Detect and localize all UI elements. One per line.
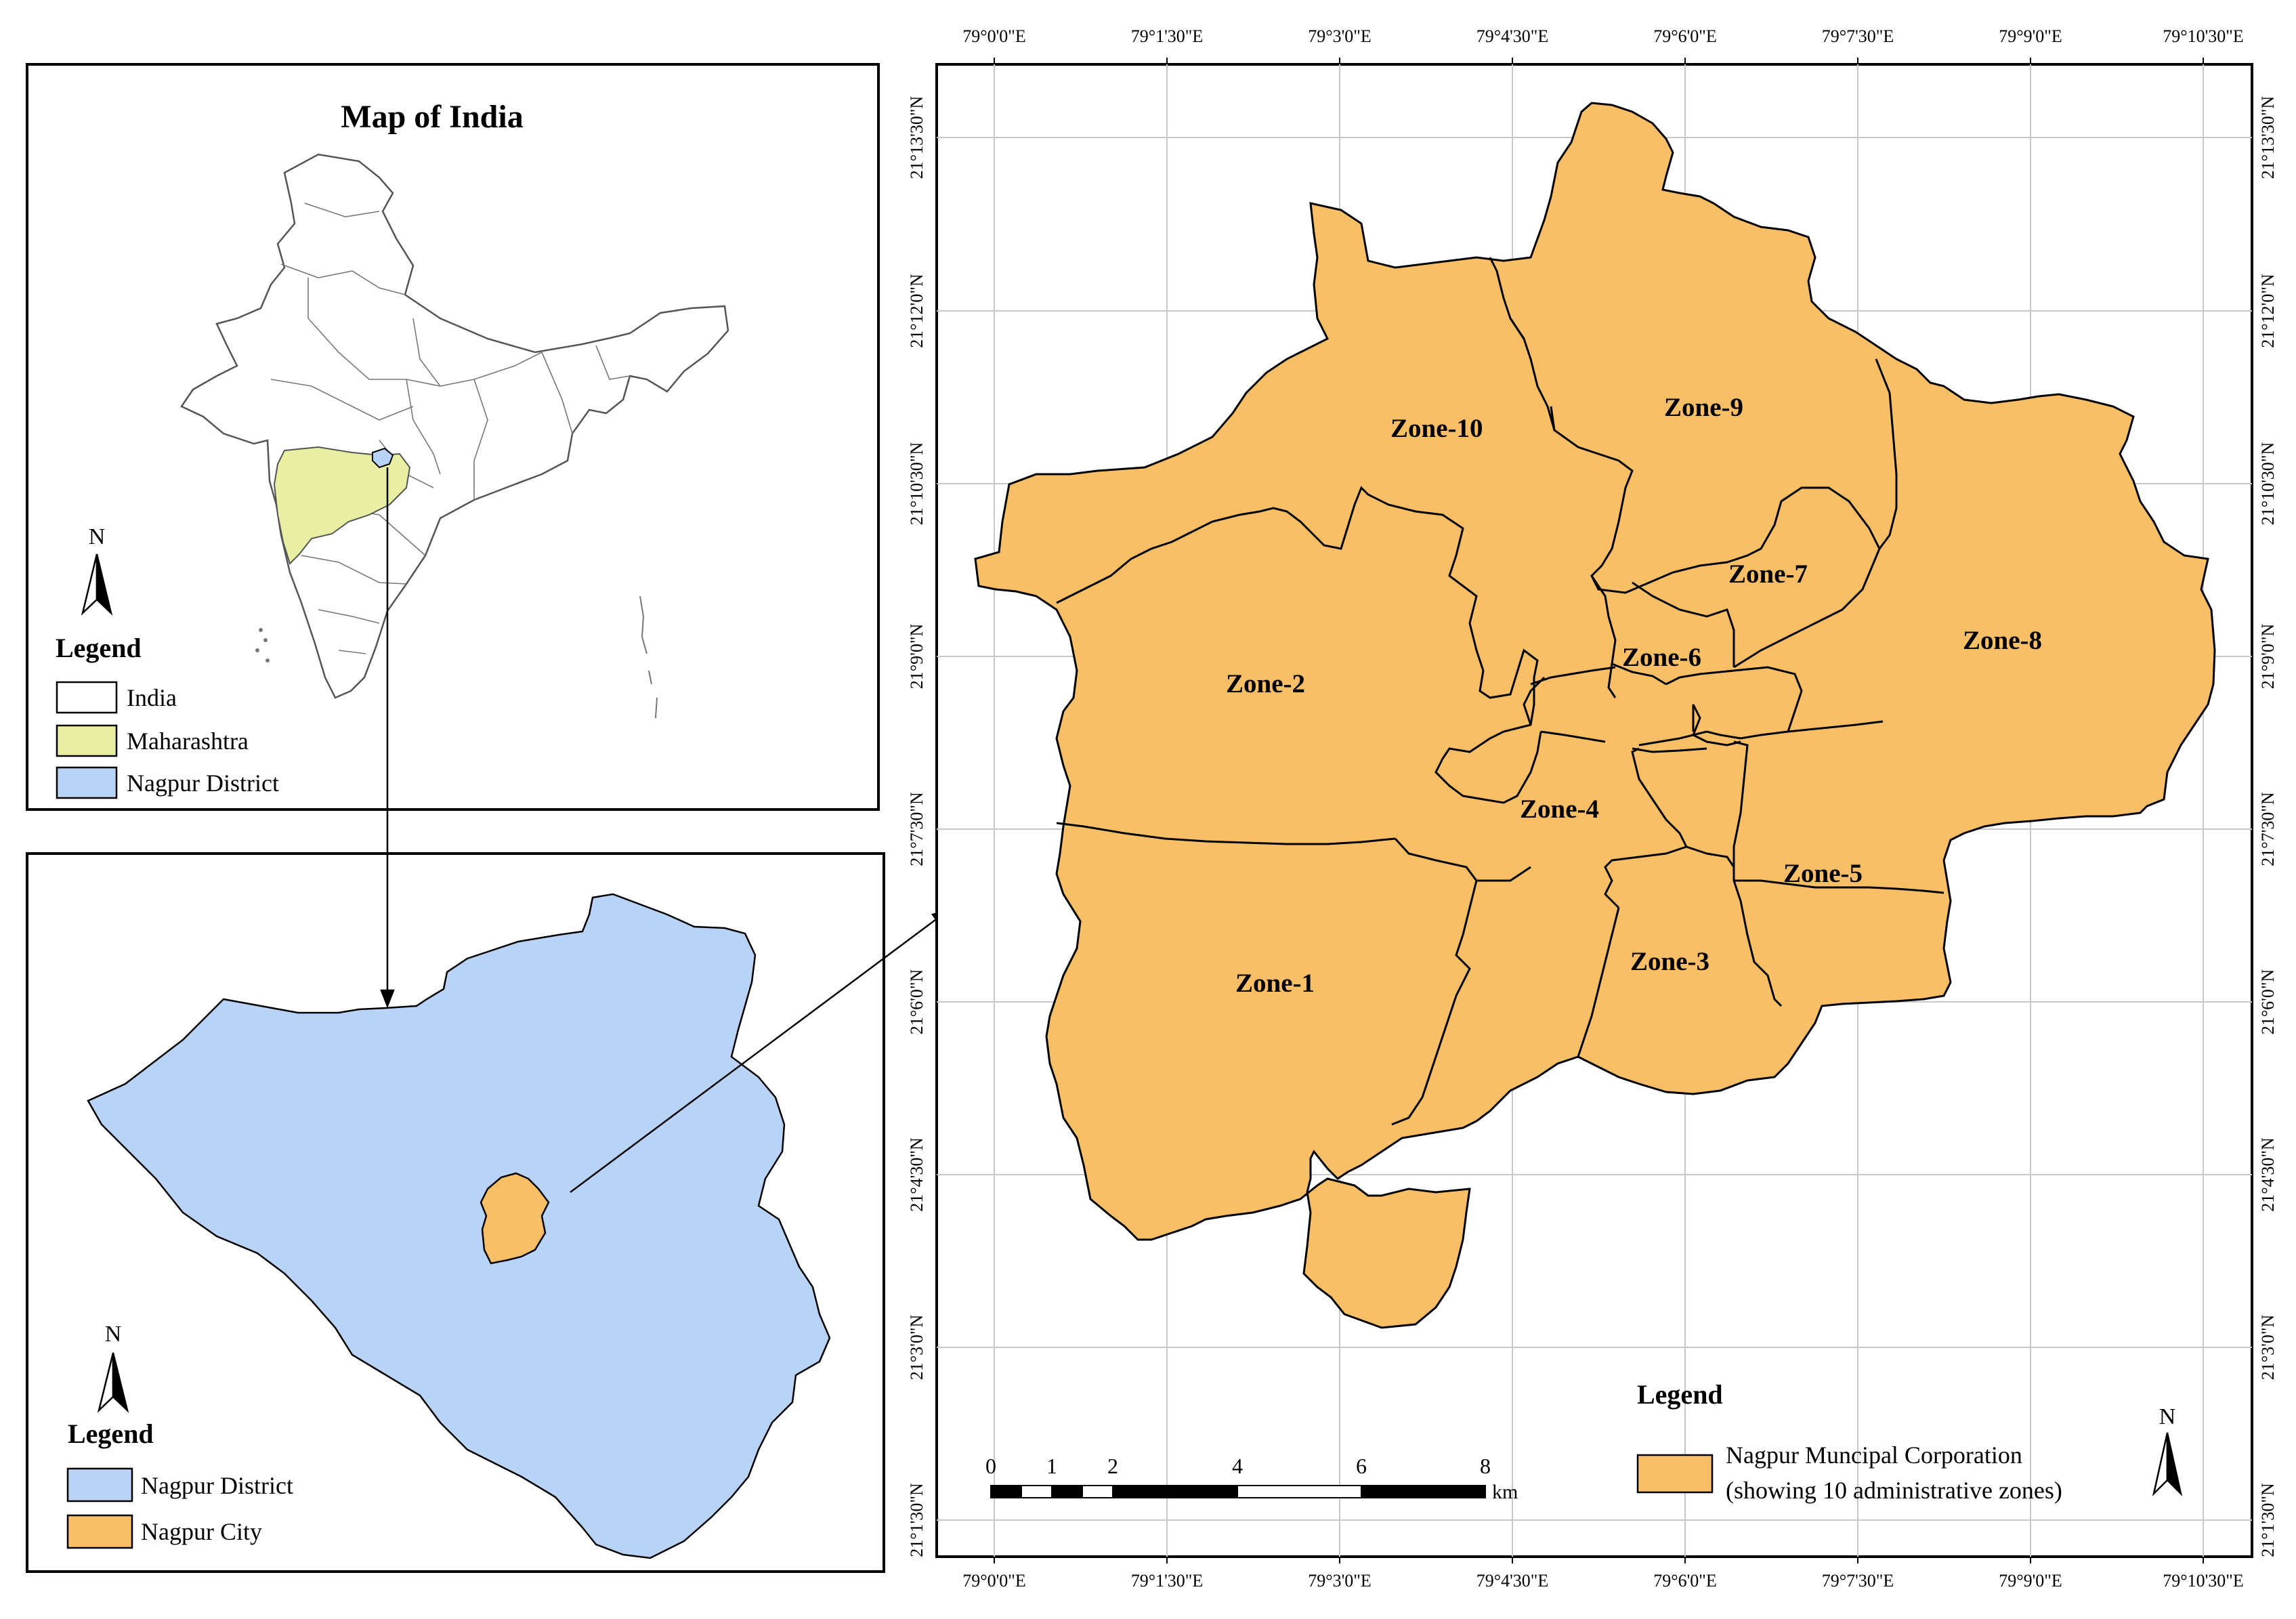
- india-legend-label: India: [127, 684, 177, 711]
- lon-label-top-8: 79°10'30"E: [2163, 26, 2244, 46]
- nagpur-city-shape: [480, 1172, 550, 1265]
- city-legend-swatch: [66, 1514, 133, 1549]
- scale-tick-2: 2: [1107, 1454, 1118, 1478]
- lat-label-right-8: 21°3'0"N: [2258, 1315, 2278, 1381]
- lon-label-bottom-8: 79°10'30"E: [2163, 1571, 2244, 1591]
- nmc-legend-swatch: [1636, 1454, 1714, 1494]
- zone-3-label: Zone-3: [1630, 947, 1709, 976]
- zone-2-label: Zone-2: [1226, 669, 1305, 698]
- lon-label-top-6: 79°7'30"E: [1822, 26, 1894, 46]
- india-north-letter: N: [89, 524, 106, 549]
- lat-label-left-6: 21°6'0"N: [907, 969, 927, 1035]
- india-state-borders: [270, 203, 631, 654]
- district-legend-label-2: Nagpur District: [141, 1472, 293, 1499]
- lat-label-left-7: 21°4'30"N: [907, 1137, 927, 1212]
- city-legend-label: Nagpur City: [141, 1518, 262, 1545]
- lat-label-left-4: 21°9'0"N: [907, 624, 927, 690]
- zone-1-label: Zone-1: [1235, 969, 1315, 998]
- nmc-legend-label-line2: (showing 10 administrative zones): [1726, 1477, 2062, 1504]
- lat-label-right-3: 21°10'30"N: [2258, 442, 2278, 526]
- maharashtra-legend-swatch: [56, 724, 118, 757]
- district-north-letter: N: [105, 1322, 122, 1347]
- india-north-arrow: N: [81, 524, 113, 616]
- city-to-zones-arrow: [570, 917, 939, 1194]
- lon-label-top-2: 79°1'30"E: [1131, 26, 1204, 46]
- lat-label-right-1: 21°13'30"N: [2258, 96, 2278, 180]
- zone-boundaries: [1056, 257, 1944, 1126]
- lakshadweep-islands: [255, 628, 270, 663]
- bottom-longitude-labels: 79°0'0"E 79°1'30"E 79°3'0"E 79°4'30"E 79…: [962, 1571, 2244, 1591]
- city-legend-title: Legend: [1637, 1379, 1723, 1410]
- lon-label-top-4: 79°4'30"E: [1476, 26, 1549, 46]
- lat-label-right-6: 21°6'0"N: [2258, 969, 2278, 1035]
- lat-label-right-5: 21°7'30"N: [2258, 792, 2278, 866]
- lon-label-bottom-3: 79°3'0"E: [1308, 1571, 1372, 1591]
- lat-label-left-1: 21°13'30"N: [907, 96, 927, 180]
- andaman-islands: [639, 595, 658, 719]
- india-panel: Map of India: [26, 63, 880, 811]
- lon-label-bottom-7: 79°9'0"E: [1999, 1571, 2062, 1591]
- india-map-title: Map of India: [341, 99, 523, 135]
- scale-tick-4: 4: [1232, 1454, 1243, 1478]
- lat-label-right-9: 21°1'30"N: [2258, 1483, 2278, 1557]
- scale-tick-8: 8: [1480, 1454, 1491, 1478]
- district-north-arrow: N: [97, 1322, 129, 1413]
- lon-label-top-7: 79°9'0"E: [1999, 26, 2062, 46]
- lon-label-bottom-5: 79°6'0"E: [1653, 1571, 1717, 1591]
- india-legend-swatch: [56, 681, 118, 714]
- lat-label-left-3: 21°10'30"N: [907, 442, 927, 526]
- zone-10-label: Zone-10: [1390, 414, 1483, 443]
- lon-label-bottom-1: 79°0'0"E: [962, 1571, 1026, 1591]
- lat-label-right-4: 21°9'0"N: [2258, 624, 2278, 690]
- district-legend: Legend Nagpur District Nagpur City: [66, 1418, 293, 1549]
- zone-6-label: Zone-6: [1622, 643, 1701, 672]
- lat-label-left-2: 21°12'0"N: [907, 274, 927, 348]
- scale-bar: 0 1 2 4 6 8 km: [985, 1454, 1518, 1503]
- district-legend-swatch-2: [66, 1467, 133, 1502]
- nagpur-district-in-india: [372, 447, 394, 469]
- maharashtra-legend-label: Maharashtra: [127, 728, 249, 755]
- lon-label-bottom-6: 79°7'30"E: [1822, 1571, 1894, 1591]
- zone-labels: Zone-1 Zone-2 Zone-3 Zone-4 Zone-5 Zone-…: [1226, 393, 2042, 998]
- scale-unit: km: [1492, 1481, 1518, 1503]
- india-legend: Legend India Maharashtra Nagpur District: [56, 633, 279, 799]
- india-legend-title: Legend: [56, 633, 142, 663]
- lon-label-bottom-4: 79°4'30"E: [1476, 1571, 1549, 1591]
- lon-label-top-5: 79°6'0"E: [1653, 26, 1717, 46]
- lat-label-left-9: 21°1'30"N: [907, 1483, 927, 1557]
- district-panel: N Legend Nagpur District Nagpur City: [26, 852, 885, 1573]
- zone-7-label: Zone-7: [1728, 560, 1808, 589]
- district-legend-label: Nagpur District: [127, 770, 279, 797]
- lon-label-top-3: 79°3'0"E: [1308, 26, 1372, 46]
- city-legend: Legend Nagpur Muncipal Corporation (show…: [1636, 1379, 2062, 1504]
- nmc-boundary: [974, 102, 2216, 1329]
- lat-label-left-8: 21°3'0"N: [907, 1315, 927, 1381]
- lon-label-top-1: 79°0'0"E: [962, 26, 1026, 46]
- scale-tick-0: 0: [985, 1454, 996, 1478]
- zone-9-label: Zone-9: [1664, 393, 1743, 422]
- nagpur-district-shape: [87, 893, 831, 1559]
- zone-4-label: Zone-4: [1520, 795, 1599, 824]
- top-longitude-labels: 79°0'0"E 79°1'30"E 79°3'0"E 79°4'30"E 79…: [962, 26, 2244, 46]
- scale-tick-1: 1: [1046, 1454, 1057, 1478]
- zone-8-label: Zone-8: [1963, 626, 2042, 655]
- india-outline: [180, 153, 729, 699]
- district-legend-title: Legend: [68, 1418, 154, 1449]
- city-north-arrow: N: [2152, 1404, 2183, 1496]
- city-north-letter: N: [2159, 1404, 2176, 1429]
- scale-tick-6: 6: [1356, 1454, 1367, 1478]
- lat-label-left-5: 21°7'30"N: [907, 792, 927, 866]
- lat-label-right-2: 21°12'0"N: [2258, 274, 2278, 348]
- city-panel: Zone-1 Zone-2 Zone-3 Zone-4 Zone-5 Zone-…: [907, 26, 2278, 1591]
- lat-label-right-7: 21°4'30"N: [2258, 1137, 2278, 1212]
- lon-label-bottom-2: 79°1'30"E: [1131, 1571, 1204, 1591]
- district-legend-swatch: [56, 766, 118, 799]
- right-latitude-labels: 21°13'30"N 21°12'0"N 21°10'30"N 21°9'0"N…: [2258, 96, 2278, 1557]
- tick-marks: [994, 58, 2204, 1563]
- left-latitude-labels: 21°13'30"N 21°12'0"N 21°10'30"N 21°9'0"N…: [907, 96, 927, 1557]
- nmc-legend-label-line1: Nagpur Muncipal Corporation: [1726, 1442, 2022, 1469]
- zone-5-label: Zone-5: [1783, 859, 1863, 888]
